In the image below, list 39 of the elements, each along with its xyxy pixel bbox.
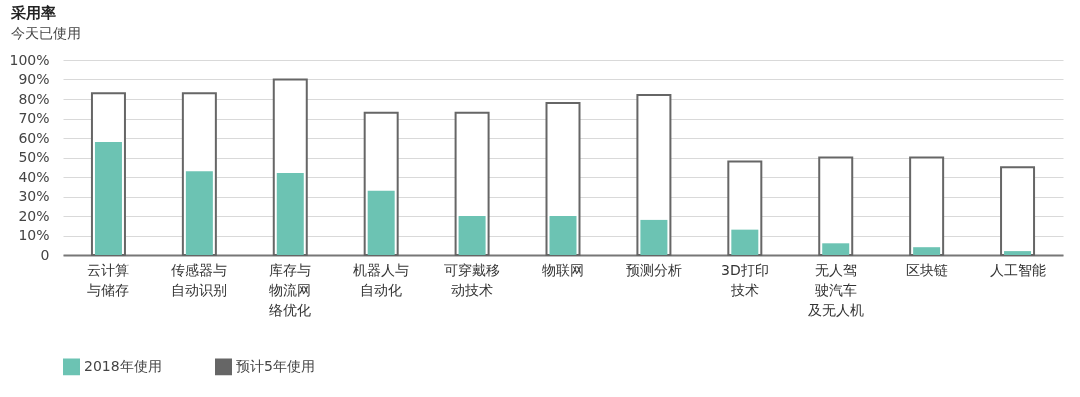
x-tick-label: 物联网 <box>542 261 584 278</box>
bar <box>1004 251 1032 255</box>
y-tick-label: 30% <box>18 188 50 204</box>
x-tick-label: 云计算与储存 <box>87 261 130 298</box>
bar <box>640 219 668 255</box>
y-tick-label: 80% <box>18 90 50 107</box>
bar <box>367 190 395 255</box>
y-tick-label: 70% <box>18 110 50 126</box>
bar <box>276 173 304 255</box>
y-tick-label: 90% <box>18 71 50 87</box>
legend-label: 预计5年使用 <box>236 357 315 374</box>
legend-label: 2018年使用 <box>84 357 162 374</box>
x-tick-label: 无人驾驶汽车及无人机 <box>807 261 864 318</box>
chart-title: 采用率 <box>10 4 56 22</box>
x-tick-label: 3D打印技术 <box>720 261 769 298</box>
bar <box>1000 166 1036 256</box>
x-tick-label: 传感器与自动识别 <box>171 261 228 298</box>
x-tick-label: 区块链 <box>905 261 948 278</box>
bar <box>185 171 213 255</box>
chart-subtitle: 今天已使用 <box>11 25 81 41</box>
bar <box>913 247 941 255</box>
x-tick-label: 人工智能 <box>989 261 1046 278</box>
bar <box>94 141 122 255</box>
y-tick-label: 100% <box>9 51 50 68</box>
bar <box>458 216 486 255</box>
x-tick-label: 预测分析 <box>625 261 682 278</box>
bar <box>731 229 759 255</box>
y-tick-label: 10% <box>18 227 50 243</box>
x-tick-label: 库存与物流网络优化 <box>269 261 312 318</box>
bar <box>909 156 945 256</box>
bar <box>549 216 577 255</box>
y-tick-label: 0 <box>40 246 50 263</box>
y-tick-label: 50% <box>18 149 50 165</box>
y-tick-label: 60% <box>18 129 50 146</box>
y-tick-label: 40% <box>18 168 50 185</box>
x-tick-label: 机器人与自动化 <box>353 261 410 298</box>
x-tick-label: 可穿戴移动技术 <box>444 261 501 298</box>
bar <box>822 243 850 255</box>
y-tick-label: 20% <box>18 207 50 224</box>
